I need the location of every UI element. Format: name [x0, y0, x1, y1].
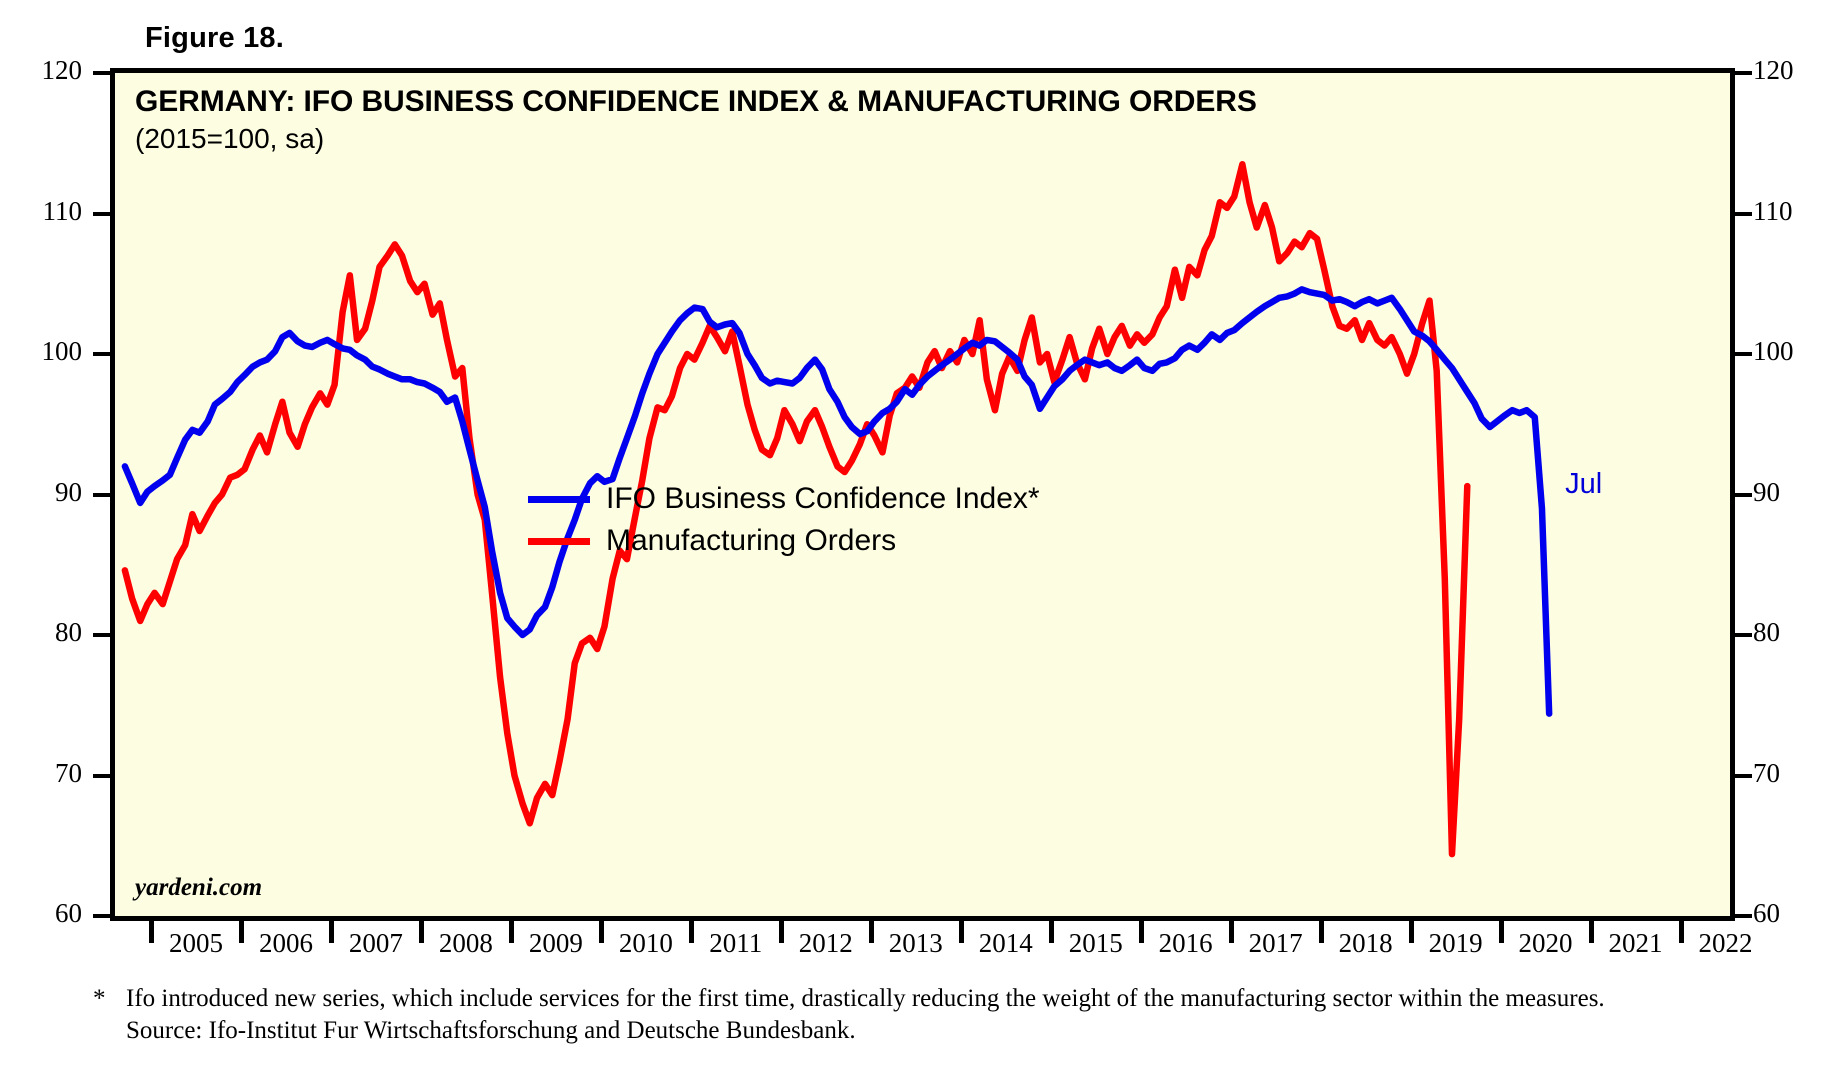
- y-tick-label-right-60: 60: [1753, 898, 1780, 928]
- x-tick-mark-2019: [1408, 921, 1414, 943]
- x-tick-mark-2021: [1588, 921, 1594, 943]
- chart-title-block: GERMANY: IFO BUSINESS CONFIDENCE INDEX &…: [135, 85, 1257, 155]
- x-tick-mark-2014: [958, 921, 964, 943]
- y-tick-mark-left: [93, 914, 110, 918]
- x-tick-mark-2017: [1228, 921, 1234, 943]
- y-tick-mark-left: [93, 71, 110, 75]
- y-tick-label-left-60: 60: [55, 898, 82, 928]
- y-tick-mark-right: [1735, 492, 1752, 497]
- x-tick-mark-2012: [778, 921, 784, 943]
- x-tick-mark-2010: [598, 921, 604, 943]
- x-tick-label-2012: 2012: [798, 928, 853, 958]
- y-tick-mark-left: [93, 773, 110, 778]
- y-tick-label-right-70: 70: [1753, 757, 1780, 788]
- x-tick-label-2019: 2019: [1428, 928, 1483, 958]
- y-tick-label-left-110: 110: [42, 195, 83, 226]
- legend-swatch-blue: [528, 495, 590, 503]
- legend-label-ifo: IFO Business Confidence Index*: [606, 482, 1040, 515]
- y-tick-label-right-90: 90: [1753, 476, 1780, 507]
- y-tick-label-left-70: 70: [55, 757, 82, 788]
- y-tick-label-right-120: 120: [1753, 55, 1794, 85]
- figure-label: Figure 18.: [145, 22, 284, 54]
- y-tick-mark-left: [93, 492, 110, 497]
- y-tick-mark-right: [1735, 633, 1752, 637]
- y-tick-label-left-90: 90: [55, 476, 82, 507]
- x-tick-mark-2013: [868, 921, 874, 943]
- footnotes: * Ifo introduced new series, which inclu…: [93, 983, 1605, 1047]
- x-tick-label-2007: 2007: [348, 928, 403, 958]
- y-tick-mark-left: [93, 211, 110, 216]
- x-tick-mark-2016: [1138, 921, 1144, 943]
- x-tick-label-2011: 2011: [709, 928, 763, 958]
- x-tick-label-2005: 2005: [168, 928, 223, 958]
- x-tick-label-2021: 2021: [1608, 928, 1663, 958]
- series-plot: [121, 161, 1553, 858]
- x-tick-mark-2020: [1498, 921, 1504, 943]
- x-tick-label-2016: 2016: [1158, 928, 1213, 958]
- watermark-yardeni: yardeni.com: [135, 874, 263, 901]
- x-tick-mark-2006: [238, 921, 244, 943]
- plot-area: GERMANY: IFO BUSINESS CONFIDENCE INDEX &…: [110, 68, 1735, 921]
- y-tick-mark-right: [1735, 352, 1752, 356]
- x-tick-label-2010: 2010: [618, 928, 673, 958]
- y-tick-mark-right: [1735, 773, 1752, 778]
- footnote-line-2: Source: Ifo-Institut Fur Wirtschaftsfors…: [126, 1017, 856, 1044]
- y-tick-mark-left: [93, 352, 110, 356]
- y-tick-label-right-110: 110: [1753, 195, 1793, 226]
- x-tick-label-2006: 2006: [258, 928, 313, 958]
- legend-label-orders: Manufacturing Orders: [606, 524, 897, 557]
- end-label-jul: Jul: [1565, 468, 1603, 501]
- x-tick-mark-2008: [418, 921, 424, 943]
- x-tick-mark-2011: [688, 921, 694, 943]
- x-tick-mark-2018: [1318, 921, 1324, 943]
- x-tick-label-2013: 2013: [888, 928, 943, 958]
- y-tick-label-left-80: 80: [55, 617, 82, 647]
- y-tick-label-right-80: 80: [1753, 617, 1780, 647]
- x-tick-label-2020: 2020: [1518, 928, 1573, 958]
- legend-item-orders: Manufacturing Orders: [528, 520, 1040, 562]
- chart-subtitle: (2015=100, sa): [135, 123, 325, 154]
- x-tick-label-2022: 2022: [1698, 928, 1753, 958]
- x-tick-mark-2007: [328, 921, 334, 943]
- y-tick-label-left-120: 120: [41, 55, 83, 85]
- chart-legend: IFO Business Confidence Index* Manufactu…: [528, 478, 1040, 562]
- x-tick-mark-2022: [1678, 921, 1684, 943]
- chart-title: GERMANY: IFO BUSINESS CONFIDENCE INDEX &…: [135, 85, 1257, 118]
- y-tick-mark-right: [1735, 211, 1752, 216]
- x-tick-label-2018: 2018: [1338, 928, 1393, 958]
- x-tick-label-2009: 2009: [528, 928, 583, 958]
- x-tick-mark-2015: [1048, 921, 1054, 943]
- legend-swatch-red: [528, 537, 590, 545]
- series-line-manufacturing-orders: [121, 161, 1471, 858]
- y-tick-label-right-100: 100: [1753, 336, 1794, 366]
- y-tick-mark-left: [93, 633, 110, 637]
- y-tick-mark-right: [1735, 71, 1752, 75]
- x-tick-label-2008: 2008: [438, 928, 493, 958]
- x-tick-label-2015: 2015: [1068, 928, 1123, 958]
- y-tick-label-left-100: 100: [41, 336, 83, 366]
- footnote-line-1: Ifo introduced new series, which include…: [126, 985, 1605, 1012]
- y-tick-mark-right: [1735, 914, 1752, 918]
- footnote-marker: *: [93, 985, 106, 1012]
- legend-item-ifo: IFO Business Confidence Index*: [528, 478, 1040, 520]
- series-line-ifo-business-confidence: [121, 286, 1553, 717]
- x-tick-label-2014: 2014: [978, 928, 1033, 958]
- x-tick-label-2017: 2017: [1248, 928, 1303, 958]
- x-tick-mark-2009: [508, 921, 514, 943]
- x-tick-mark-2005: [148, 921, 154, 943]
